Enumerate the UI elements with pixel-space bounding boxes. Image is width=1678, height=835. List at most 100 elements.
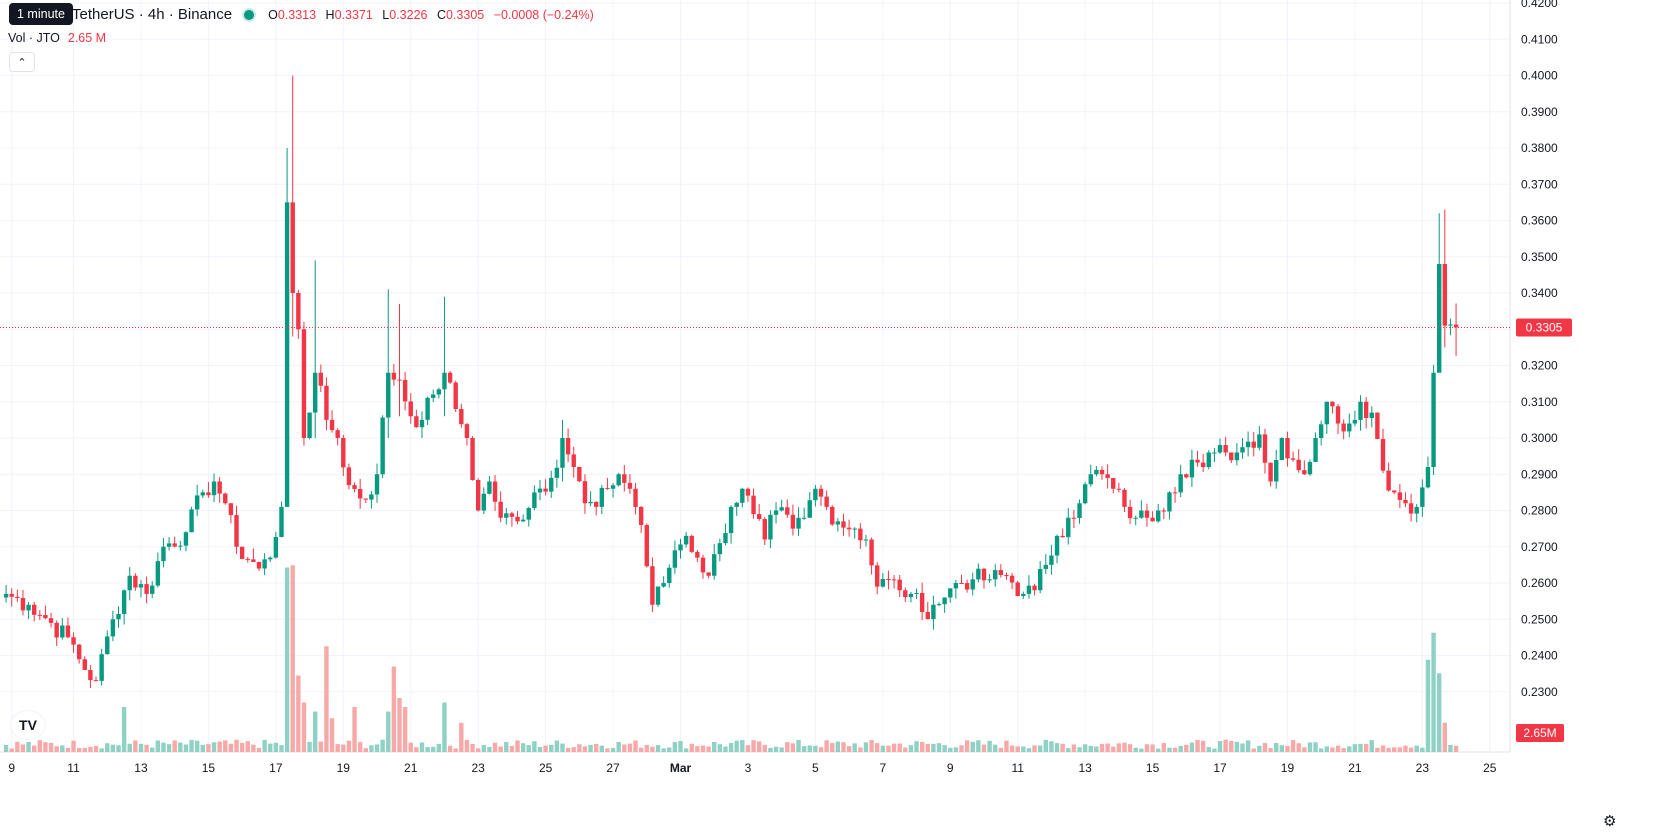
volume-bar [1352, 744, 1358, 752]
price-tick-label: 0.4000 [1521, 69, 1558, 83]
volume-bar [717, 744, 723, 752]
volume-bar [1021, 746, 1026, 752]
time-tick-label: 11 [67, 761, 80, 775]
volume-value: 2.65 M [67, 31, 107, 45]
candle-body [9, 593, 14, 597]
candle-body [1200, 462, 1206, 467]
candle-body [374, 474, 380, 495]
volume-bar [953, 747, 959, 752]
volume-bar [993, 744, 998, 752]
price-tick-label: 0.2800 [1521, 504, 1558, 518]
volume-bar [239, 742, 245, 752]
candle-body [1060, 535, 1065, 538]
price-tick-label: 0.2500 [1521, 612, 1558, 626]
candle-body [65, 625, 71, 638]
candle-body [43, 615, 48, 619]
volume-bar [1234, 741, 1240, 752]
candle-body [1240, 447, 1245, 453]
candle-body [723, 533, 728, 544]
volume-bar [858, 747, 863, 752]
candle-body [470, 438, 475, 480]
candle-body [329, 419, 335, 431]
candle-body [211, 481, 217, 496]
market-status-icon[interactable] [242, 7, 257, 22]
candle-body [700, 557, 706, 573]
candle-body [897, 579, 902, 591]
volume-bar [318, 741, 324, 752]
candle-body [1127, 506, 1133, 519]
candle-body [532, 492, 537, 509]
candle-body [1004, 575, 1009, 577]
candle-body [526, 508, 531, 520]
volume-bar [1363, 743, 1369, 752]
volume-bar [256, 747, 262, 752]
candle-body [82, 659, 87, 670]
volume-bar [1229, 740, 1234, 752]
price-tick-label: 0.3700 [1521, 177, 1558, 191]
candle-body [1088, 474, 1093, 485]
volume-bar [1150, 744, 1155, 752]
volume-bar [335, 744, 340, 752]
candle-body [363, 498, 368, 500]
volume-legend[interactable]: Vol · JTO 2.65 M [8, 31, 106, 45]
candle-body [728, 506, 734, 534]
volume-bar [998, 747, 1004, 752]
volume-bar [470, 743, 475, 752]
volume-bar [700, 745, 706, 752]
volume-bar [26, 741, 31, 752]
volume-bar [464, 739, 470, 752]
volume-bar [1212, 748, 1217, 752]
volume-bar [172, 740, 177, 752]
candle-body [1156, 510, 1161, 522]
candle-body [1313, 438, 1318, 462]
volume-bar [9, 748, 14, 752]
volume-bar [1189, 742, 1195, 752]
volume-bar [1274, 742, 1279, 752]
candle-body [273, 537, 279, 558]
volume-bar [616, 741, 621, 752]
volume-bar [627, 743, 633, 752]
volume-bar [15, 741, 20, 752]
time-tick-label: 13 [1078, 761, 1092, 775]
candle-body [1352, 419, 1358, 424]
volume-bar [948, 747, 953, 752]
volume-bar [661, 748, 666, 752]
candle-body [481, 493, 486, 511]
volume-bar [65, 747, 71, 752]
volume-bar [914, 741, 919, 752]
candle-body [577, 467, 582, 482]
gear-icon[interactable]: ⚙ [1603, 813, 1617, 830]
candle-body [1274, 460, 1279, 482]
collapse-legend-button[interactable]: ⌃ [9, 52, 35, 72]
time-tick-label: 15 [202, 761, 216, 775]
volume-bar [751, 740, 756, 752]
candle-body [217, 481, 222, 494]
volume-bar [150, 747, 155, 752]
candle-body [919, 593, 925, 612]
candle-body [953, 583, 959, 589]
candle-body [1245, 441, 1251, 448]
volume-bar [779, 747, 784, 752]
volume-bar [380, 739, 385, 752]
candle-body [852, 528, 857, 530]
volume-bar [301, 702, 307, 752]
tradingview-logo-icon[interactable]: TV [11, 711, 45, 739]
candle-body [1212, 452, 1217, 454]
volume-bar [273, 742, 279, 752]
volume-bar [217, 741, 222, 752]
candle-body [155, 561, 161, 586]
volume-bar [54, 746, 59, 752]
candle-body [908, 593, 914, 598]
volume-bar [762, 744, 767, 752]
volume-bar [852, 743, 857, 752]
candle-body [121, 590, 127, 614]
volume-bar [357, 742, 363, 752]
candle-body [1408, 503, 1414, 514]
volume-bar [1071, 744, 1077, 752]
volume-bar [594, 744, 599, 752]
symbol-title[interactable]: TetherUS · 4h · Binance [72, 6, 233, 23]
candle-body [1437, 264, 1442, 373]
volume-bar [1122, 742, 1127, 752]
candle-body [498, 501, 503, 518]
